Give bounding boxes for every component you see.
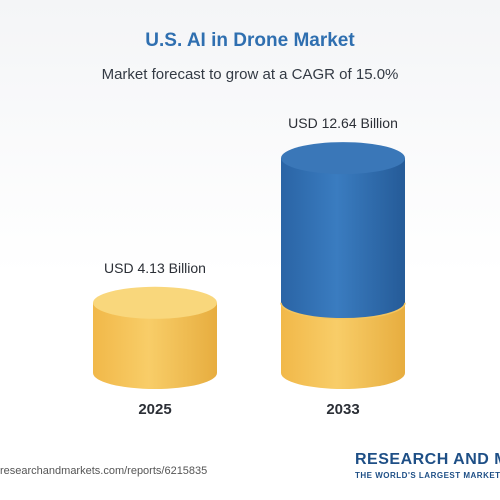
bar-2033-base-body (281, 302, 405, 389)
bar-2033-top (281, 142, 405, 175)
bar-2033-seam (280, 302, 406, 320)
chart-title: U.S. AI in Drone Market (145, 30, 355, 51)
brand-name: RESEARCH AND MARKETS (355, 451, 500, 468)
brand-tagline: THE WORLD'S LARGEST MARKET RESEARCH STOR… (355, 471, 500, 480)
bar-2025-body (93, 302, 217, 389)
category-label-2033: 2033 (326, 401, 359, 418)
brand-logo: RESEARCH AND MARKETS THE WORLD'S LARGEST… (355, 451, 500, 480)
source-url[interactable]: researchandmarkets.com/reports/6215835 (0, 465, 208, 477)
bar-2033-body (281, 158, 405, 319)
chart-subtitle: Market forecast to grow at a CAGR of 15.… (101, 66, 399, 83)
bar-2025-top (93, 286, 217, 319)
value-label-2033: USD 12.64 Billion (288, 115, 398, 131)
value-label-2025: USD 4.13 Billion (104, 260, 206, 276)
category-label-2025: 2025 (138, 401, 171, 418)
